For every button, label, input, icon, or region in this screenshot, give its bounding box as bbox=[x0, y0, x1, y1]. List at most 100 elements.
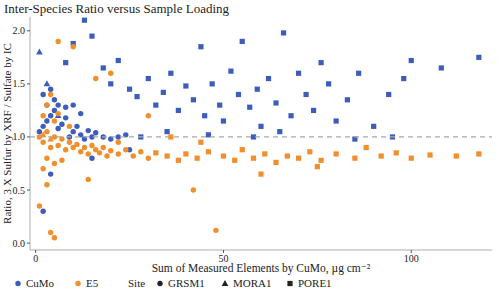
point bbox=[161, 90, 166, 95]
point bbox=[104, 153, 109, 158]
point bbox=[307, 149, 312, 154]
point bbox=[116, 151, 121, 156]
point bbox=[273, 160, 278, 165]
point bbox=[48, 145, 53, 150]
point bbox=[454, 153, 459, 158]
point bbox=[315, 164, 320, 169]
point bbox=[70, 129, 75, 134]
plot-area bbox=[30, 18, 492, 241]
point bbox=[108, 71, 113, 76]
point bbox=[44, 102, 49, 107]
point bbox=[55, 143, 60, 148]
point bbox=[228, 69, 233, 74]
point bbox=[37, 129, 42, 134]
point bbox=[44, 102, 49, 107]
point bbox=[277, 129, 282, 134]
point bbox=[37, 203, 42, 208]
point bbox=[266, 76, 271, 81]
point bbox=[48, 86, 53, 91]
point bbox=[198, 140, 203, 145]
point bbox=[296, 156, 301, 161]
point bbox=[371, 124, 376, 129]
point bbox=[311, 108, 316, 113]
y-tick bbox=[27, 30, 30, 31]
point bbox=[183, 83, 188, 88]
x-axis-line bbox=[30, 250, 492, 251]
chart: Inter-Species Ratio versus Sample Loadin… bbox=[0, 0, 500, 293]
point bbox=[40, 124, 45, 129]
y-tick-label: 0.0 bbox=[13, 238, 26, 249]
point bbox=[195, 156, 200, 161]
point bbox=[93, 76, 98, 81]
point bbox=[236, 92, 241, 97]
point bbox=[89, 34, 94, 39]
point bbox=[44, 182, 49, 187]
point bbox=[101, 145, 106, 150]
point bbox=[258, 124, 263, 129]
point bbox=[44, 129, 49, 134]
point bbox=[476, 151, 481, 156]
point bbox=[334, 118, 339, 123]
point bbox=[108, 81, 113, 86]
point bbox=[318, 60, 323, 65]
point bbox=[36, 48, 43, 54]
point bbox=[221, 118, 226, 123]
point bbox=[240, 147, 245, 152]
point bbox=[55, 39, 60, 44]
point bbox=[82, 145, 87, 150]
point bbox=[138, 149, 143, 154]
point bbox=[40, 209, 45, 214]
point bbox=[63, 105, 68, 110]
point bbox=[221, 153, 226, 158]
point bbox=[70, 102, 75, 107]
point bbox=[123, 147, 128, 152]
point bbox=[210, 81, 215, 86]
point bbox=[202, 113, 207, 118]
point bbox=[281, 30, 286, 35]
point bbox=[70, 44, 75, 49]
point bbox=[86, 177, 91, 182]
point bbox=[55, 126, 60, 131]
point bbox=[78, 111, 83, 116]
point bbox=[255, 87, 260, 92]
legend-label: E5 bbox=[86, 277, 99, 289]
legend-label: CuMo bbox=[26, 277, 55, 289]
point bbox=[59, 122, 64, 127]
point bbox=[40, 140, 45, 145]
point bbox=[401, 76, 406, 81]
point bbox=[262, 151, 267, 156]
point bbox=[55, 111, 60, 116]
point bbox=[97, 150, 102, 155]
point bbox=[318, 158, 323, 163]
point bbox=[334, 151, 339, 156]
point bbox=[108, 148, 113, 153]
point bbox=[146, 113, 151, 118]
point bbox=[240, 39, 245, 44]
point bbox=[153, 103, 158, 108]
y-axis-label: Ratio, 3 X Sulfur by XRF / Sulfate by IC bbox=[1, 43, 13, 224]
point bbox=[164, 129, 169, 134]
point bbox=[356, 71, 361, 76]
point bbox=[116, 140, 121, 145]
point bbox=[52, 235, 57, 240]
y-tick bbox=[27, 83, 30, 84]
point bbox=[55, 102, 60, 107]
point bbox=[379, 153, 384, 158]
legend-swatch bbox=[157, 281, 162, 286]
point bbox=[78, 149, 83, 154]
point bbox=[394, 150, 399, 155]
point bbox=[67, 124, 72, 129]
point bbox=[364, 145, 369, 150]
point bbox=[82, 18, 87, 23]
point bbox=[86, 128, 91, 133]
series-1 bbox=[37, 39, 482, 241]
point bbox=[101, 65, 106, 70]
point bbox=[439, 65, 444, 70]
point bbox=[217, 103, 222, 108]
legend-swatch bbox=[287, 281, 292, 286]
y-tick bbox=[27, 243, 30, 244]
x-axis-label: Sum of Measured Elements by CuMo, µg cm⁻… bbox=[152, 262, 371, 275]
point bbox=[63, 115, 68, 120]
point bbox=[352, 156, 357, 161]
y-tick-label: 1.5 bbox=[13, 78, 26, 89]
